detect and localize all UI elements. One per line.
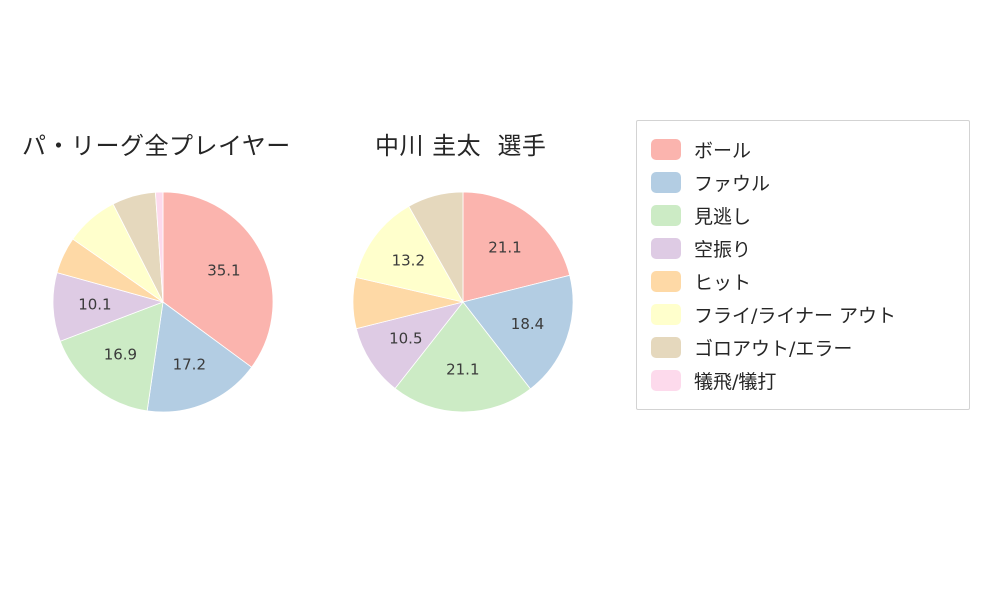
legend-label: ファウル bbox=[694, 173, 771, 195]
legend-swatch bbox=[651, 172, 681, 193]
pie-slice-3 bbox=[59, 301, 164, 412]
pie-slice-1 bbox=[462, 191, 571, 303]
legend-label: 空振り bbox=[694, 239, 752, 261]
legend-label: ボール bbox=[694, 140, 752, 162]
pie-slice-8 bbox=[154, 191, 164, 303]
legend-item: 犠飛/犠打 bbox=[651, 364, 959, 397]
pie-chart-player: 21.1 18.4 21.1 10.5 13.2 bbox=[352, 191, 574, 413]
pie-slice-value: 35.1 bbox=[207, 262, 240, 280]
legend-item: ヒット bbox=[651, 265, 959, 298]
legend-item: ゴロアウト/エラー bbox=[651, 331, 959, 364]
legend-swatch bbox=[651, 304, 681, 325]
pie-slice-3 bbox=[394, 301, 531, 413]
chart-title-player: 中川 圭太 選手 bbox=[375, 132, 547, 160]
legend-item: フライ/ライナー アウト bbox=[651, 298, 959, 331]
pie-slice-value: 10.1 bbox=[78, 296, 111, 314]
pie-slice-4 bbox=[355, 301, 465, 390]
legend-label: ゴロアウト/エラー bbox=[694, 338, 853, 360]
pie-slice-7 bbox=[408, 191, 464, 304]
legend-swatch bbox=[651, 370, 681, 391]
legend-label: ヒット bbox=[694, 272, 752, 294]
legend-swatch bbox=[651, 238, 681, 259]
pie-slice-2 bbox=[146, 301, 253, 413]
pie-slice-1 bbox=[162, 191, 274, 368]
pie-slice-6 bbox=[355, 205, 464, 303]
legend-swatch bbox=[651, 139, 681, 160]
chart-title-league: パ・リーグ全プレイヤー bbox=[22, 132, 291, 160]
legend-swatch bbox=[651, 271, 681, 292]
pie-slice-value: 18.4 bbox=[511, 315, 544, 333]
pie-slice-value: 21.1 bbox=[446, 361, 479, 379]
pie-slice-value: 10.5 bbox=[389, 330, 422, 348]
pie-slice-value: 13.2 bbox=[392, 252, 425, 270]
pie-slice-2 bbox=[462, 274, 574, 390]
legend-label: フライ/ライナー アウト bbox=[694, 305, 897, 327]
legend-item: 空振り bbox=[651, 232, 959, 265]
legend-item: ファウル bbox=[651, 166, 959, 199]
pie-slice-value: 16.9 bbox=[104, 346, 137, 364]
legend-item: 見逃し bbox=[651, 199, 959, 232]
legend-swatch bbox=[651, 205, 681, 226]
legend: ボールファウル見逃し空振りヒットフライ/ライナー アウト ゴロアウト/エラー 犠飛/… bbox=[636, 120, 970, 410]
legend-swatch bbox=[651, 337, 681, 358]
legend-label: 犠飛/犠打 bbox=[694, 371, 777, 393]
pie-chart-league: 35.1 17.2 16.9 10.1 bbox=[52, 191, 274, 413]
pie-slice-value: 21.1 bbox=[488, 239, 521, 257]
legend-label: 見逃し bbox=[694, 206, 752, 228]
legend-item: ボール bbox=[651, 133, 959, 166]
pie-slice-value: 17.2 bbox=[173, 355, 206, 373]
